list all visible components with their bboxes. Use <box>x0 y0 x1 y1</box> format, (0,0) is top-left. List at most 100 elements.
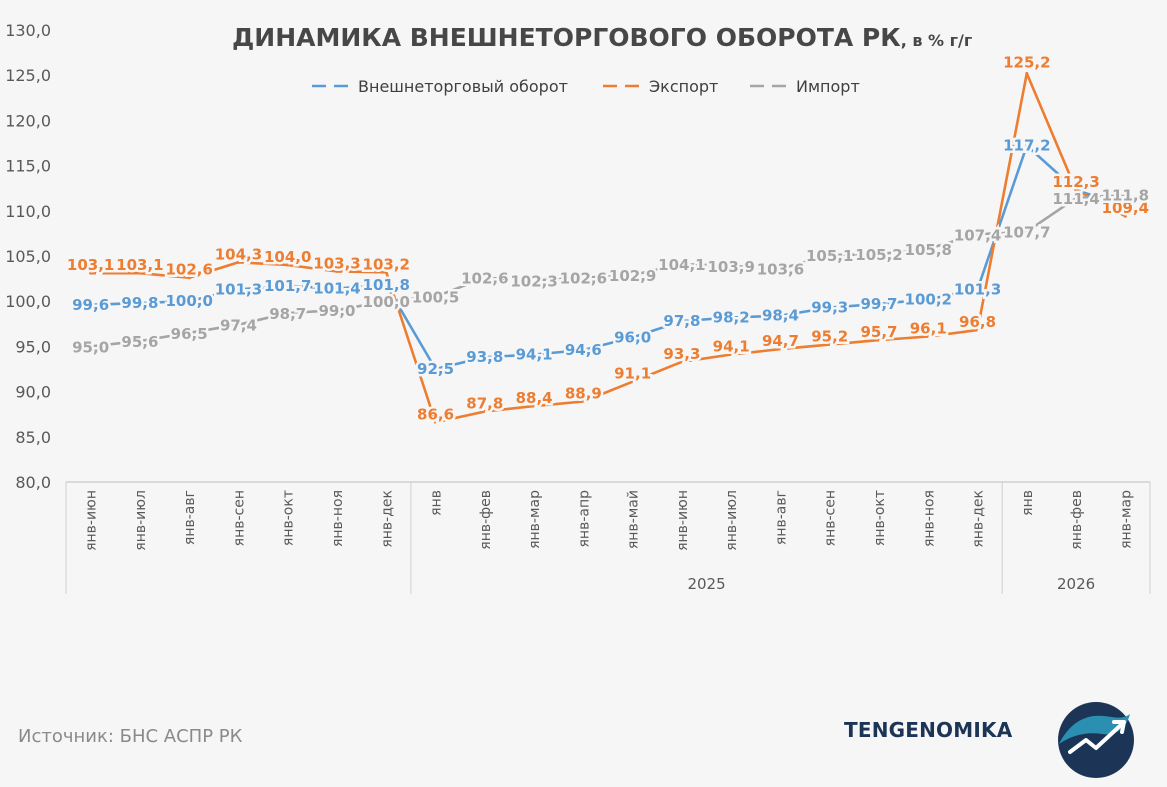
data-label: 109,4 <box>1102 199 1149 217</box>
data-label: 94,1 <box>713 338 750 356</box>
y-tick-label: 100,0 <box>5 292 51 311</box>
data-point <box>187 331 191 335</box>
data-label: 103,9 <box>707 258 754 276</box>
data-label: 96,5 <box>171 325 208 343</box>
data-label: 107,7 <box>1003 224 1050 242</box>
data-point <box>236 260 240 264</box>
y-tick-label: 105,0 <box>5 247 51 266</box>
data-label: 103,1 <box>116 256 163 274</box>
data-label: 103,3 <box>313 254 360 272</box>
data-label: 97,8 <box>663 312 700 330</box>
series-line <box>89 144 1127 371</box>
data-label: 101,3 <box>215 280 262 298</box>
data-label: 103,2 <box>363 255 410 273</box>
data-label: 101,8 <box>363 276 410 294</box>
y-tick-label: 130,0 <box>5 21 51 40</box>
data-label: 107,4 <box>954 226 1001 244</box>
data-point <box>1074 196 1078 200</box>
data-point <box>1074 188 1078 192</box>
y-tick-label: 80,0 <box>15 473 51 492</box>
data-point <box>1025 144 1029 148</box>
y-tick-label: 115,0 <box>5 157 51 176</box>
data-point <box>483 355 487 359</box>
line-chart: ДИНАМИКА ВНЕШНЕТОРГОВОГО ОБОРОТА РК, в %… <box>5 21 1152 594</box>
data-point <box>532 404 536 408</box>
data-label: 102,3 <box>510 272 557 290</box>
legend-label: Импорт <box>796 77 860 96</box>
data-point <box>1123 204 1127 208</box>
data-label: 104,3 <box>215 245 262 263</box>
data-label: 93,3 <box>663 345 700 363</box>
x-tick-label: янв-авг <box>182 490 198 545</box>
y-tick-label: 90,0 <box>15 383 51 402</box>
data-label: 99,7 <box>860 295 897 313</box>
series-lines <box>89 71 1127 424</box>
x-tick-label: янв-ноя <box>330 490 346 547</box>
data-label: 95,0 <box>72 338 109 356</box>
data-point <box>680 262 684 266</box>
data-point <box>926 334 930 338</box>
data-label: 95,6 <box>121 333 158 351</box>
data-point <box>778 314 782 318</box>
x-tick-label: янв-июл <box>133 490 149 551</box>
x-tick-label: янв-июл <box>724 490 740 551</box>
data-label: 95,7 <box>860 323 897 341</box>
data-label: 99,6 <box>72 296 109 314</box>
data-label: 92,5 <box>417 360 454 378</box>
data-label: 96,0 <box>614 328 651 346</box>
year-group-label: 2026 <box>1057 575 1095 593</box>
data-label: 105,1 <box>806 247 853 265</box>
data-point <box>828 343 832 347</box>
x-tick-label: янв-сен <box>231 490 247 546</box>
data-point <box>286 284 290 288</box>
legend-label: Экспорт <box>649 77 718 96</box>
data-label: 102,6 <box>461 270 508 288</box>
data-point <box>89 303 93 307</box>
data-point <box>729 264 733 268</box>
data-label: 97,4 <box>220 317 257 335</box>
data-label: 117,2 <box>1003 137 1050 155</box>
data-point <box>1123 193 1127 197</box>
x-tick-label: янв-сен <box>823 490 839 546</box>
x-tick-label: янв-мар <box>527 490 543 549</box>
data-point <box>680 360 684 364</box>
data-label: 88,9 <box>565 385 602 403</box>
data-point <box>976 287 980 291</box>
data-point <box>384 299 388 303</box>
data-label: 98,4 <box>762 307 799 325</box>
brand-name: TENGENOMIKA <box>844 718 1013 742</box>
data-point <box>434 295 438 299</box>
data-point <box>877 302 881 306</box>
data-point <box>581 400 585 404</box>
data-label: 87,8 <box>466 394 503 412</box>
data-point <box>680 319 684 323</box>
data-point <box>236 287 240 291</box>
source-note: Источник: БНС АСПР РК <box>18 726 243 747</box>
x-tick-label: янв-окт <box>872 490 888 546</box>
chart-title: ДИНАМИКА ВНЕШНЕТОРГОВОГО ОБОРОТА РК, в %… <box>232 23 972 52</box>
data-label: 91,1 <box>614 365 651 383</box>
data-point <box>236 323 240 327</box>
data-point <box>778 347 782 351</box>
data-label: 101,7 <box>264 277 311 295</box>
data-label: 102,6 <box>165 261 212 279</box>
series-line <box>89 72 1127 424</box>
legend-label: Внешнеторговый оборот <box>358 77 568 96</box>
data-label: 98,7 <box>269 305 306 323</box>
y-tick-label: 110,0 <box>5 202 51 221</box>
data-label: 125,2 <box>1003 53 1050 71</box>
data-point <box>434 420 438 424</box>
data-point <box>631 380 635 384</box>
y-tick-label: 85,0 <box>15 428 51 447</box>
data-label: 94,1 <box>516 346 553 364</box>
data-point <box>1123 214 1127 218</box>
data-point <box>976 232 980 236</box>
y-axis: 80,0 85,0 90,0 95,0 100,0 105,0 110,0 115,0 120,… <box>5 21 51 492</box>
data-label: 102,6 <box>560 270 607 288</box>
data-point <box>384 283 388 287</box>
data-label: 93,8 <box>466 348 503 366</box>
chart-legend: Внешнеторговый оборот Экспорт Импорт <box>312 77 860 96</box>
data-point <box>828 306 832 310</box>
data-label: 100,0 <box>363 293 410 311</box>
